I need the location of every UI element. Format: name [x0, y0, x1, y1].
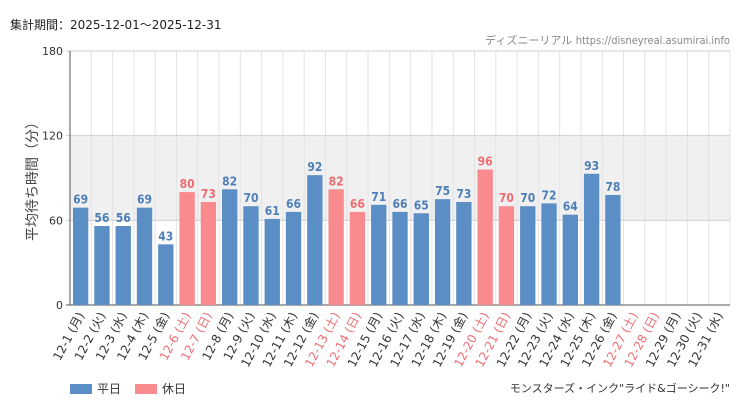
data-label-12-17 (水): 65	[414, 198, 429, 212]
weekday-swatch	[70, 383, 92, 394]
legend-weekday-label: 平日	[97, 382, 122, 396]
data-label-12-25 (木): 93	[584, 159, 599, 173]
data-label-12-11 (木): 66	[286, 197, 301, 211]
bar-12-18 (木)	[434, 199, 451, 305]
y-tick-label-180: 180	[42, 45, 63, 58]
bar-12-16 (火)	[392, 211, 408, 305]
bar-12-23 (火)	[541, 203, 557, 305]
bar-12-9 (火)	[243, 206, 259, 305]
data-label-12-26 (金): 78	[605, 180, 620, 194]
y-tick-label-0: 0	[56, 299, 63, 312]
y-axis-title: 平均待ち時間（分）	[25, 115, 41, 241]
data-label-12-24 (水): 64	[563, 200, 579, 214]
data-label-12-23 (火): 72	[542, 188, 557, 202]
data-label-12-6 (土): 80	[180, 177, 195, 191]
bar-12-20 (土)	[477, 169, 493, 305]
bar-12-13 (土)	[328, 189, 344, 305]
legend-holiday-label: 休日	[162, 382, 187, 396]
data-label-12-22 (月): 70	[520, 191, 535, 205]
bar-12-11 (木)	[285, 211, 302, 305]
bar-12-26 (金)	[605, 194, 621, 305]
bar-12-22 (月)	[520, 206, 536, 305]
bar-12-4 (木)	[136, 207, 153, 305]
source-credit[interactable]: ディズニーリアル https://disneyreal.asumirai.inf…	[485, 32, 730, 48]
bar-12-19 (金)	[456, 201, 472, 305]
data-label-12-8 (月): 82	[222, 174, 237, 188]
bar-12-12 (金)	[307, 175, 323, 305]
data-label-12-19 (金): 73	[456, 187, 471, 201]
data-label-12-1 (月): 69	[73, 193, 88, 207]
bar-12-1 (月)	[72, 207, 89, 305]
legend-holiday[interactable]: 休日	[135, 380, 186, 397]
bar-12-14 (日)	[349, 211, 366, 305]
bar-12-17 (水)	[413, 213, 429, 305]
data-label-12-7 (日): 73	[201, 187, 216, 201]
data-label-12-5 (金): 43	[158, 229, 173, 243]
bar-12-21 (日)	[498, 206, 515, 305]
bar-12-15 (月)	[371, 204, 387, 305]
bar-12-25 (木)	[583, 173, 600, 305]
holiday-swatch	[135, 383, 158, 394]
y-tick-label-120: 120	[42, 130, 63, 143]
data-label-12-20 (土): 96	[478, 155, 493, 169]
bar-12-24 (水)	[562, 214, 578, 305]
bar-12-8 (月)	[222, 189, 238, 305]
bar-12-5 (金)	[158, 244, 174, 305]
source-url[interactable]: https://disneyreal.asumirai.info	[575, 34, 730, 47]
period-label: 集計期間：2025-12-01～2025-12-31	[10, 18, 222, 32]
data-label-12-15 (月): 71	[371, 190, 386, 204]
bar-12-2 (火)	[94, 225, 110, 305]
data-label-12-18 (木): 75	[435, 184, 450, 198]
data-label-12-14 (日): 66	[350, 197, 365, 211]
data-label-12-4 (木): 69	[137, 193, 152, 207]
bar-12-10 (水)	[264, 218, 280, 305]
data-label-12-2 (火): 56	[94, 211, 109, 225]
data-label-12-10 (水): 61	[265, 204, 280, 218]
data-label-12-16 (火): 66	[392, 197, 407, 211]
source-name: ディズニーリアル	[485, 34, 573, 47]
data-label-12-3 (水): 56	[116, 211, 131, 225]
data-label-12-9 (火): 70	[243, 191, 258, 205]
bar-12-7 (日)	[200, 201, 217, 305]
data-label-12-13 (土): 82	[329, 174, 344, 188]
bar-12-3 (水)	[115, 225, 131, 305]
legend-weekday[interactable]: 平日	[70, 380, 121, 397]
bar-12-6 (土)	[179, 192, 195, 305]
data-label-12-21 (日): 70	[499, 191, 514, 205]
data-label-12-12 (金): 92	[307, 160, 322, 174]
legend: 平日 休日	[70, 380, 186, 397]
y-tick-label-60: 60	[49, 214, 63, 227]
attraction-name: モンスターズ・インク"ライド&ゴーシーク!"	[509, 382, 730, 395]
